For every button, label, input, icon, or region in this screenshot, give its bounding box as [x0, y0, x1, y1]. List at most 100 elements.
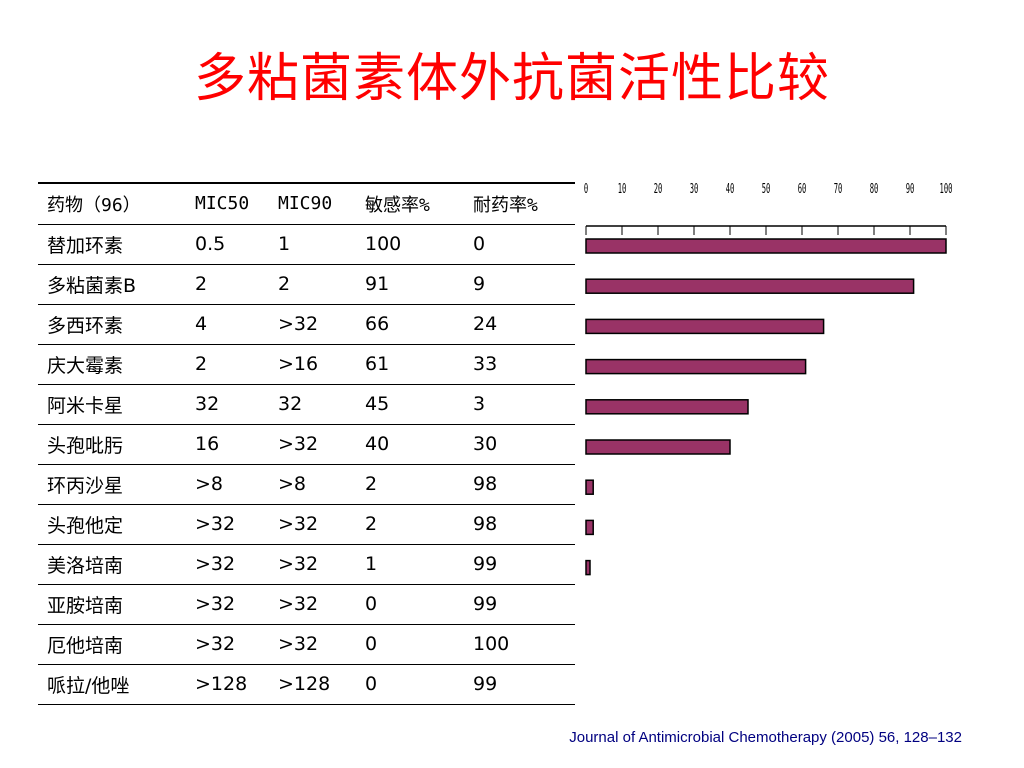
cell-resistant: 0 — [464, 224, 575, 265]
cell-resistant: 98 — [464, 464, 575, 505]
mic-table: 药物（96） MIC50 MIC90 敏感率% 耐药率% 替加环素 0.5 1 100… — [38, 182, 575, 705]
cell-drug: 厄他培南 — [38, 624, 186, 665]
cell-mic50: 16 — [186, 424, 269, 465]
cell-mic90: >32 — [269, 304, 356, 345]
table-row: 多西环素 4 >32 66 24 — [38, 304, 575, 345]
table-row: 亚胺培南 >32 >32 0 99 — [38, 584, 575, 625]
cell-drug: 环丙沙星 — [38, 464, 186, 505]
cell-resistant: 3 — [464, 384, 575, 425]
table-row: 头孢他定 >32 >32 2 98 — [38, 504, 575, 545]
susceptibility-bar-chart: 0 10 20 30 40 50 60 70 80 90 100 — [584, 182, 953, 576]
cell-drug: 美洛培南 — [38, 544, 186, 585]
bar-4 — [585, 399, 749, 415]
cell-mic50: >32 — [186, 504, 269, 545]
cell-resistant: 100 — [464, 624, 575, 665]
x-axis-tick-label: 70 — [834, 182, 843, 197]
table-row: 阿米卡星 32 32 45 3 — [38, 384, 575, 425]
cell-mic50: 4 — [186, 304, 269, 345]
bar-5 — [585, 439, 731, 455]
x-axis-tick-label: 20 — [654, 182, 663, 197]
cell-susceptible: 45 — [356, 384, 464, 425]
cell-mic90: >16 — [269, 344, 356, 385]
header-drug: 药物（96） — [38, 182, 186, 225]
table-row: 替加环素 0.5 1 100 0 — [38, 224, 575, 265]
cell-resistant: 30 — [464, 424, 575, 465]
cell-drug: 庆大霉素 — [38, 344, 186, 385]
cell-resistant: 24 — [464, 304, 575, 345]
table-row: 头孢吡肟 16 >32 40 30 — [38, 424, 575, 465]
cell-susceptible: 2 — [356, 504, 464, 545]
cell-susceptible: 0 — [356, 664, 464, 705]
cell-susceptible: 91 — [356, 264, 464, 305]
citation: Journal of Antimicrobial Chemotherapy (2… — [569, 729, 962, 746]
cell-drug: 头孢吡肟 — [38, 424, 186, 465]
x-axis-tick-label: 100 — [940, 182, 953, 197]
cell-mic50: >32 — [186, 544, 269, 585]
cell-drug: 亚胺培南 — [38, 584, 186, 625]
cell-susceptible: 0 — [356, 624, 464, 665]
x-axis-tick-label: 80 — [870, 182, 879, 197]
slide-title: 多粘菌素体外抗菌活性比较 — [193, 49, 830, 109]
header-mic90: MIC90 — [269, 182, 356, 225]
table-row: 厄他培南 >32 >32 0 100 — [38, 624, 575, 665]
bar-6 — [585, 479, 594, 495]
cell-mic90: 32 — [269, 384, 356, 425]
cell-susceptible: 61 — [356, 344, 464, 385]
cell-resistant: 9 — [464, 264, 575, 305]
table-row: 美洛培南 >32 >32 1 99 — [38, 544, 575, 585]
cell-mic90: >8 — [269, 464, 356, 505]
cell-mic90: >32 — [269, 584, 356, 625]
cell-resistant: 33 — [464, 344, 575, 385]
table-row: 环丙沙星 >8 >8 2 98 — [38, 464, 575, 505]
bar-0 — [585, 238, 947, 254]
cell-susceptible: 100 — [356, 224, 464, 265]
table-header-row: 药物（96） MIC50 MIC90 敏感率% 耐药率% — [38, 182, 575, 225]
cell-drug: 阿米卡星 — [38, 384, 186, 425]
bar-1 — [585, 278, 915, 294]
cell-mic50: 0.5 — [186, 224, 269, 265]
header-resistant: 耐药率% — [464, 182, 575, 225]
cell-mic50: 2 — [186, 344, 269, 385]
x-axis-tick-label: 60 — [798, 182, 807, 197]
table-row: 庆大霉素 2 >16 61 33 — [38, 344, 575, 385]
cell-drug: 多西环素 — [38, 304, 186, 345]
x-axis-tick-label: 50 — [762, 182, 771, 197]
cell-resistant: 99 — [464, 544, 575, 585]
cell-susceptible: 0 — [356, 584, 464, 625]
cell-mic50: 32 — [186, 384, 269, 425]
cell-mic50: >8 — [186, 464, 269, 505]
cell-resistant: 98 — [464, 504, 575, 545]
cell-susceptible: 66 — [356, 304, 464, 345]
x-axis-tick-label: 30 — [690, 182, 699, 197]
cell-mic90: >32 — [269, 544, 356, 585]
cell-drug: 替加环素 — [38, 224, 186, 265]
cell-mic90: 2 — [269, 264, 356, 305]
table-row: 哌拉/他唑 >128 >128 0 99 — [38, 664, 575, 705]
bar-8 — [585, 559, 591, 576]
cell-resistant: 99 — [464, 664, 575, 705]
cell-mic50: 2 — [186, 264, 269, 305]
x-axis-tick-label: 10 — [618, 182, 627, 197]
cell-susceptible: 2 — [356, 464, 464, 505]
bar-2 — [585, 318, 825, 335]
cell-drug: 头孢他定 — [38, 504, 186, 545]
table-row: 多粘菌素B 2 2 91 9 — [38, 264, 575, 305]
cell-susceptible: 40 — [356, 424, 464, 465]
x-axis-tick-label: 0 — [584, 182, 588, 197]
header-mic50: MIC50 — [186, 182, 269, 225]
cell-mic50: >128 — [186, 664, 269, 705]
cell-mic50: >32 — [186, 584, 269, 625]
cell-mic90: >32 — [269, 504, 356, 545]
x-axis-tick-label: 90 — [906, 182, 915, 197]
cell-mic90: >32 — [269, 424, 356, 465]
cell-drug: 多粘菌素B — [38, 264, 186, 305]
bar-7 — [585, 519, 594, 536]
bar-3 — [585, 358, 807, 375]
x-axis-tick-label: 40 — [726, 182, 735, 197]
cell-mic50: >32 — [186, 624, 269, 665]
cell-resistant: 99 — [464, 584, 575, 625]
cell-mic90: >128 — [269, 664, 356, 705]
cell-drug: 哌拉/他唑 — [38, 664, 186, 705]
header-susceptible: 敏感率% — [356, 182, 464, 225]
cell-susceptible: 1 — [356, 544, 464, 585]
